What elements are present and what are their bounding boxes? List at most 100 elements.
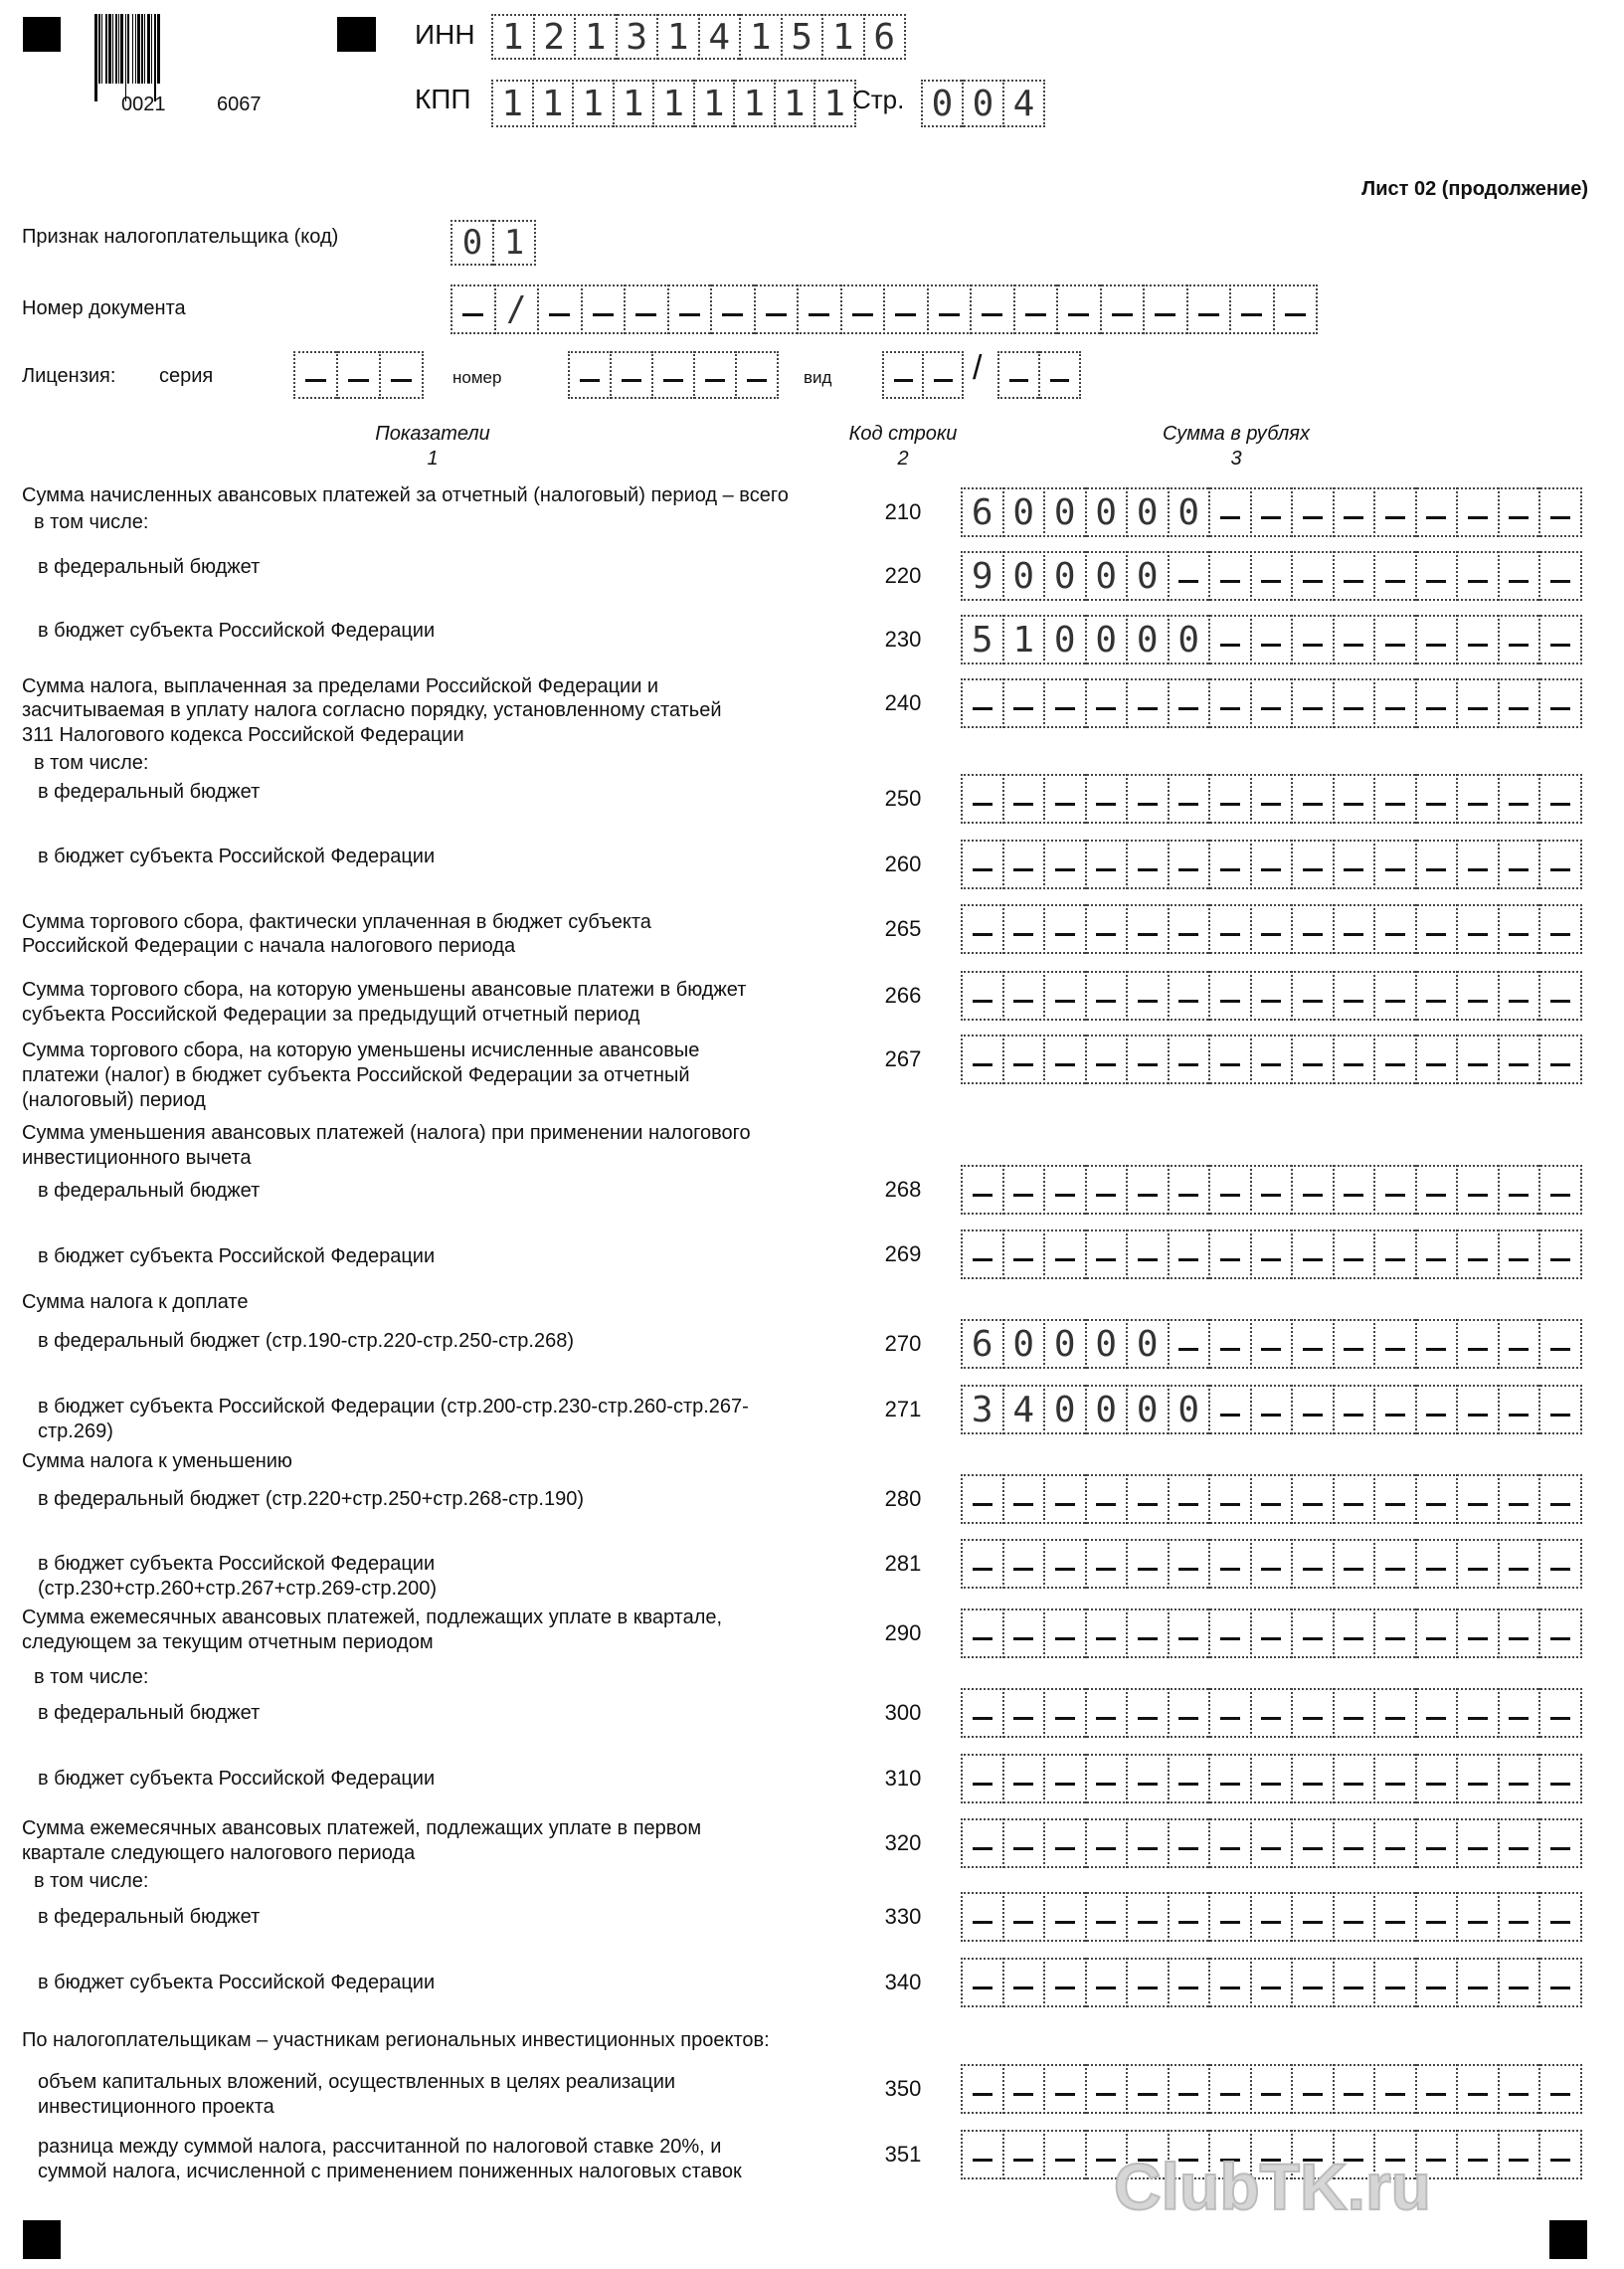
- empty-dash: [1111, 312, 1133, 316]
- empty-dash: [1261, 1985, 1282, 1989]
- empty-dash: [1013, 1193, 1034, 1197]
- cell: [1538, 971, 1582, 1021]
- cell: [1167, 551, 1209, 601]
- barcode-bar: [111, 14, 112, 101]
- sum-field-290[interactable]: [961, 1608, 1582, 1658]
- empty-dash: [972, 999, 992, 1003]
- cell: [1126, 1539, 1168, 1589]
- empty-dash: [1302, 1636, 1323, 1640]
- cell: 3: [615, 14, 657, 60]
- empty-dash: [1137, 932, 1158, 936]
- cell: 6: [862, 14, 906, 60]
- empty-dash: [1137, 1985, 1158, 1989]
- sum-field-250[interactable]: [961, 774, 1582, 824]
- license-type-field-2[interactable]: [997, 351, 1081, 399]
- sum-field-260[interactable]: [961, 840, 1582, 889]
- row-code-280: 280: [884, 1486, 922, 1511]
- empty-dash: [1509, 1257, 1530, 1261]
- indicator-label: квартале следующего налогового периода: [22, 1842, 416, 1864]
- sum-field-269[interactable]: [961, 1229, 1582, 1279]
- sum-field-266[interactable]: [961, 971, 1582, 1021]
- cell: [1291, 615, 1333, 664]
- empty-dash: [1178, 1567, 1199, 1571]
- empty-dash: [1178, 2158, 1199, 2162]
- empty-dash: [1302, 1193, 1323, 1197]
- cell: [961, 678, 1002, 728]
- cell: [1043, 904, 1085, 954]
- license-series-field[interactable]: [293, 351, 424, 399]
- cell: [1249, 1229, 1292, 1279]
- empty-dash: [1261, 1257, 1282, 1261]
- sum-field-268[interactable]: [961, 1165, 1582, 1215]
- empty-dash: [1054, 802, 1075, 806]
- empty-dash: [1509, 706, 1530, 710]
- cell: [1126, 1754, 1168, 1803]
- sum-field-300[interactable]: [961, 1688, 1582, 1738]
- empty-dash: [1054, 1782, 1075, 1786]
- cell: [1456, 840, 1498, 889]
- cell: [379, 351, 424, 399]
- license-type-field-1[interactable]: [882, 351, 964, 399]
- empty-dash: [1178, 1716, 1199, 1720]
- cell: [1291, 2064, 1333, 2114]
- cell: [1538, 615, 1582, 664]
- empty-dash: [1137, 706, 1158, 710]
- empty-dash: [1261, 2158, 1282, 2162]
- row-code-269: 269: [884, 1241, 922, 1266]
- empty-dash: [1302, 579, 1323, 583]
- cell: 0: [1043, 1385, 1085, 1434]
- cell: 4: [697, 14, 740, 60]
- cell: [1332, 774, 1374, 824]
- barcode-bar: [136, 14, 137, 84]
- document-number-field[interactable]: /: [451, 284, 1318, 334]
- cell: [1291, 1035, 1333, 1084]
- barcode-number-2: 6067: [217, 94, 262, 115]
- empty-dash: [1344, 2092, 1364, 2096]
- license-number-field[interactable]: [568, 351, 779, 399]
- sum-field-280[interactable]: [961, 1474, 1582, 1524]
- indicator-label: в бюджет субъекта Российской Федерации (…: [38, 1396, 749, 1418]
- sum-field-267[interactable]: [961, 1035, 1582, 1084]
- barcode-bar: [94, 14, 97, 101]
- sum-field-281[interactable]: [961, 1539, 1582, 1589]
- sum-field-351[interactable]: [961, 2130, 1582, 2179]
- cell: [1414, 1754, 1457, 1803]
- cell: 0: [1043, 551, 1085, 601]
- empty-dash: [1344, 867, 1364, 871]
- cell: [1001, 1818, 1044, 1868]
- empty-dash: [1344, 1062, 1364, 1066]
- sum-field-240[interactable]: [961, 678, 1582, 728]
- indicator-label: инвестиционного проекта: [38, 2096, 274, 2118]
- cell: [1249, 840, 1292, 889]
- cell: [1497, 678, 1539, 728]
- sum-field-320[interactable]: [961, 1818, 1582, 1868]
- empty-dash: [1549, 1062, 1570, 1066]
- sum-field-340[interactable]: [961, 1958, 1582, 2007]
- cell: [1001, 1035, 1044, 1084]
- cell: 0: [451, 220, 492, 266]
- empty-dash: [1384, 1782, 1405, 1786]
- barcode-bar: [98, 14, 100, 84]
- sum-field-265[interactable]: [961, 904, 1582, 954]
- cell: 1: [531, 80, 573, 127]
- sum-field-330[interactable]: [961, 1892, 1582, 1942]
- empty-dash: [1197, 312, 1219, 316]
- cell: [1497, 487, 1539, 537]
- sum-field-310[interactable]: [961, 1754, 1582, 1803]
- cell: [1497, 774, 1539, 824]
- empty-dash: [1219, 867, 1240, 871]
- sum-field-350[interactable]: [961, 2064, 1582, 2114]
- cell: [1208, 551, 1250, 601]
- empty-dash: [1384, 643, 1405, 647]
- cell: [1538, 2130, 1582, 2179]
- cell: [1373, 1688, 1415, 1738]
